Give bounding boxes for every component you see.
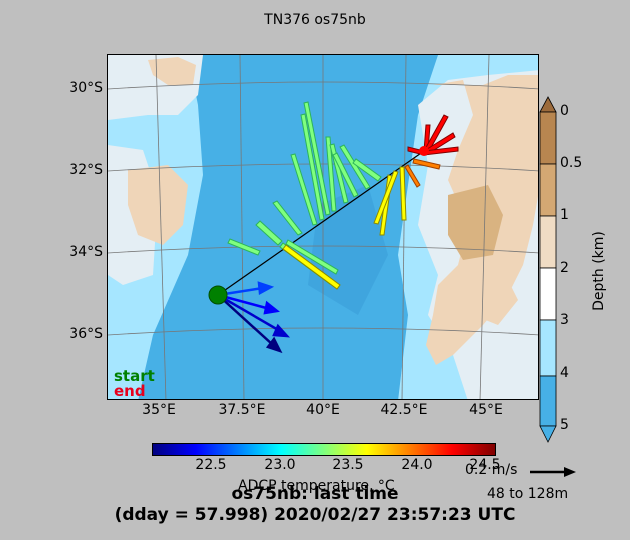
vector bbox=[300, 113, 325, 221]
land-ne bbox=[508, 90, 538, 130]
temp-tick: 24.0 bbox=[401, 457, 433, 473]
depth-tick: 4 bbox=[560, 365, 569, 381]
deep-basin bbox=[138, 55, 438, 399]
vector bbox=[373, 170, 399, 225]
madagascar-highlands bbox=[448, 185, 503, 260]
temperature-colorbar bbox=[152, 443, 496, 456]
land-west bbox=[128, 165, 188, 245]
lon-label: 35°E bbox=[142, 402, 176, 418]
vector bbox=[272, 200, 303, 236]
vector bbox=[217, 294, 274, 346]
vector bbox=[332, 152, 359, 198]
vector bbox=[217, 293, 281, 333]
scale-speed-label: 0.2 m/s bbox=[465, 462, 518, 478]
vector-head bbox=[272, 323, 291, 338]
lat-label: 32°S bbox=[69, 162, 103, 178]
map-panel: start end bbox=[107, 54, 539, 400]
end-marker bbox=[419, 146, 429, 156]
vector bbox=[227, 238, 261, 256]
graticule bbox=[108, 55, 538, 399]
temp-tick: 24.5 bbox=[469, 457, 501, 473]
vector bbox=[282, 244, 341, 290]
legend-end: end bbox=[114, 382, 146, 400]
vector bbox=[412, 158, 441, 170]
temp-tick: 23.5 bbox=[332, 457, 364, 473]
footer-title: os75nb: last time bbox=[231, 484, 399, 504]
figure-title: TN376 os75nb bbox=[264, 12, 366, 28]
depth-colorbar-label: Depth (km) bbox=[591, 231, 607, 311]
vector bbox=[255, 220, 283, 246]
temperature-colorbar-label: ADCP temperature, °C bbox=[238, 478, 395, 494]
depth-tick: 0.5 bbox=[560, 155, 583, 171]
vector bbox=[325, 136, 337, 212]
depth-tick: 1 bbox=[560, 207, 569, 223]
footer-timestamp: (dday = 57.998) 2020/02/27 23:57:23 UTC bbox=[114, 505, 516, 525]
vector bbox=[339, 144, 371, 190]
start-marker bbox=[208, 285, 228, 305]
scale-arrow bbox=[530, 467, 576, 477]
vector bbox=[290, 153, 318, 226]
scale-depth-range: 48 to 128m bbox=[487, 486, 569, 502]
vector bbox=[404, 164, 421, 188]
depth-colorbar bbox=[539, 96, 557, 443]
map-canvas bbox=[108, 55, 538, 399]
depth-tick: 0 bbox=[560, 103, 569, 119]
land-se bbox=[468, 270, 518, 325]
current-vectors bbox=[217, 101, 459, 354]
vector bbox=[285, 239, 339, 275]
vector-head bbox=[263, 300, 280, 315]
vector-head bbox=[257, 281, 275, 295]
temp-tick: 22.5 bbox=[195, 457, 227, 473]
lat-label: 30°S bbox=[69, 80, 103, 96]
vector bbox=[303, 101, 331, 216]
lat-label: 36°S bbox=[69, 326, 103, 342]
lon-label: 42.5°E bbox=[380, 402, 428, 418]
vector-head bbox=[265, 336, 283, 354]
legend-start: start bbox=[114, 367, 155, 385]
lon-label: 40°E bbox=[306, 402, 340, 418]
land-nw bbox=[148, 57, 196, 85]
depth-tick: 5 bbox=[560, 417, 569, 433]
lon-label: 37.5°E bbox=[218, 402, 266, 418]
depth-tick: 2 bbox=[560, 260, 569, 276]
vector bbox=[352, 158, 382, 182]
vector bbox=[399, 166, 407, 221]
depth-tick: 3 bbox=[560, 312, 569, 328]
temp-tick: 23.0 bbox=[264, 457, 296, 473]
lon-label: 45°E bbox=[469, 402, 503, 418]
lat-label: 34°S bbox=[69, 244, 103, 260]
